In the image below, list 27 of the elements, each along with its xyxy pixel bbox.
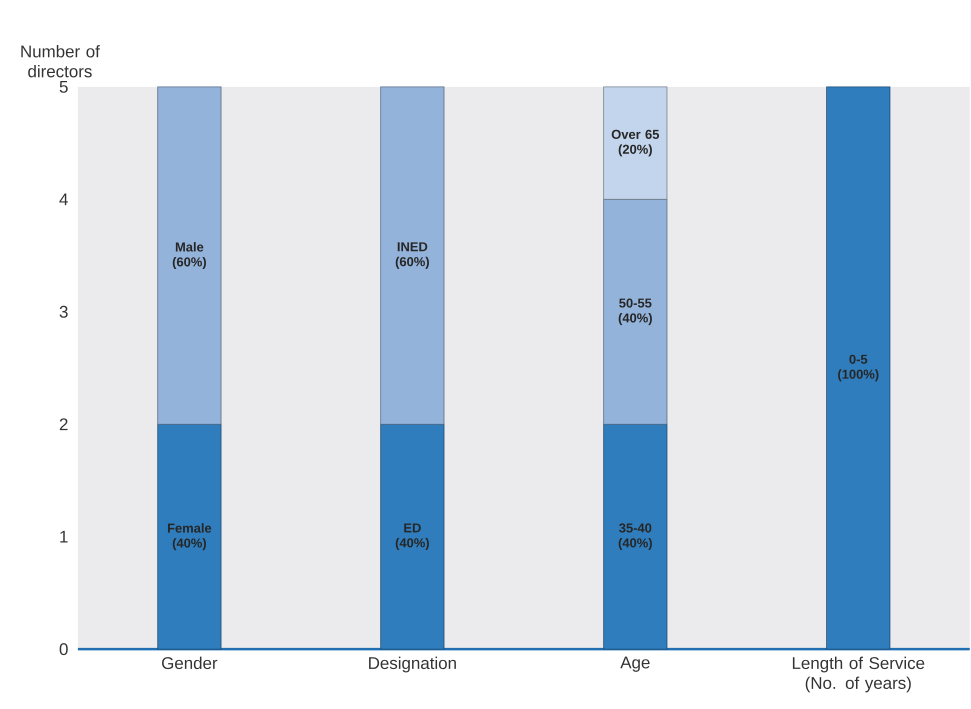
y-axis-title: Number of directors [21, 45, 100, 78]
bar [603, 86, 668, 200]
x-tick-label: Length of Service (No. of years) [792, 656, 924, 692]
annotation: Female (40%) [168, 523, 212, 550]
bar [380, 86, 444, 425]
annotation: Male (60%) [172, 242, 206, 270]
bar [157, 86, 222, 425]
x-tick-label: Gender [162, 656, 218, 670]
bar [157, 424, 222, 650]
annotation: INED (60%) [396, 242, 429, 269]
y-tick-label: 1 [60, 530, 68, 542]
y-tick-label: 0 [60, 643, 68, 656]
x-tick-label: Designation [369, 656, 456, 672]
bar [826, 86, 890, 650]
y-tick-label: 3 [60, 306, 68, 318]
annotation: 35-40 (40%) [618, 523, 652, 550]
annotation: ED (40%) [396, 523, 429, 550]
y-tick-label: 2 [60, 418, 68, 430]
annotation: Over 65 (20%) [612, 130, 660, 156]
bar [380, 424, 444, 650]
annotation: 50-55 (40%) [618, 298, 652, 326]
annotation: 0-5 (100%) [838, 354, 878, 382]
x-tick-label: Age [620, 656, 650, 672]
y-tick-label: 5 [60, 80, 68, 93]
y-tick-label: 4 [59, 193, 68, 206]
bar [603, 198, 668, 425]
bar [603, 424, 668, 650]
